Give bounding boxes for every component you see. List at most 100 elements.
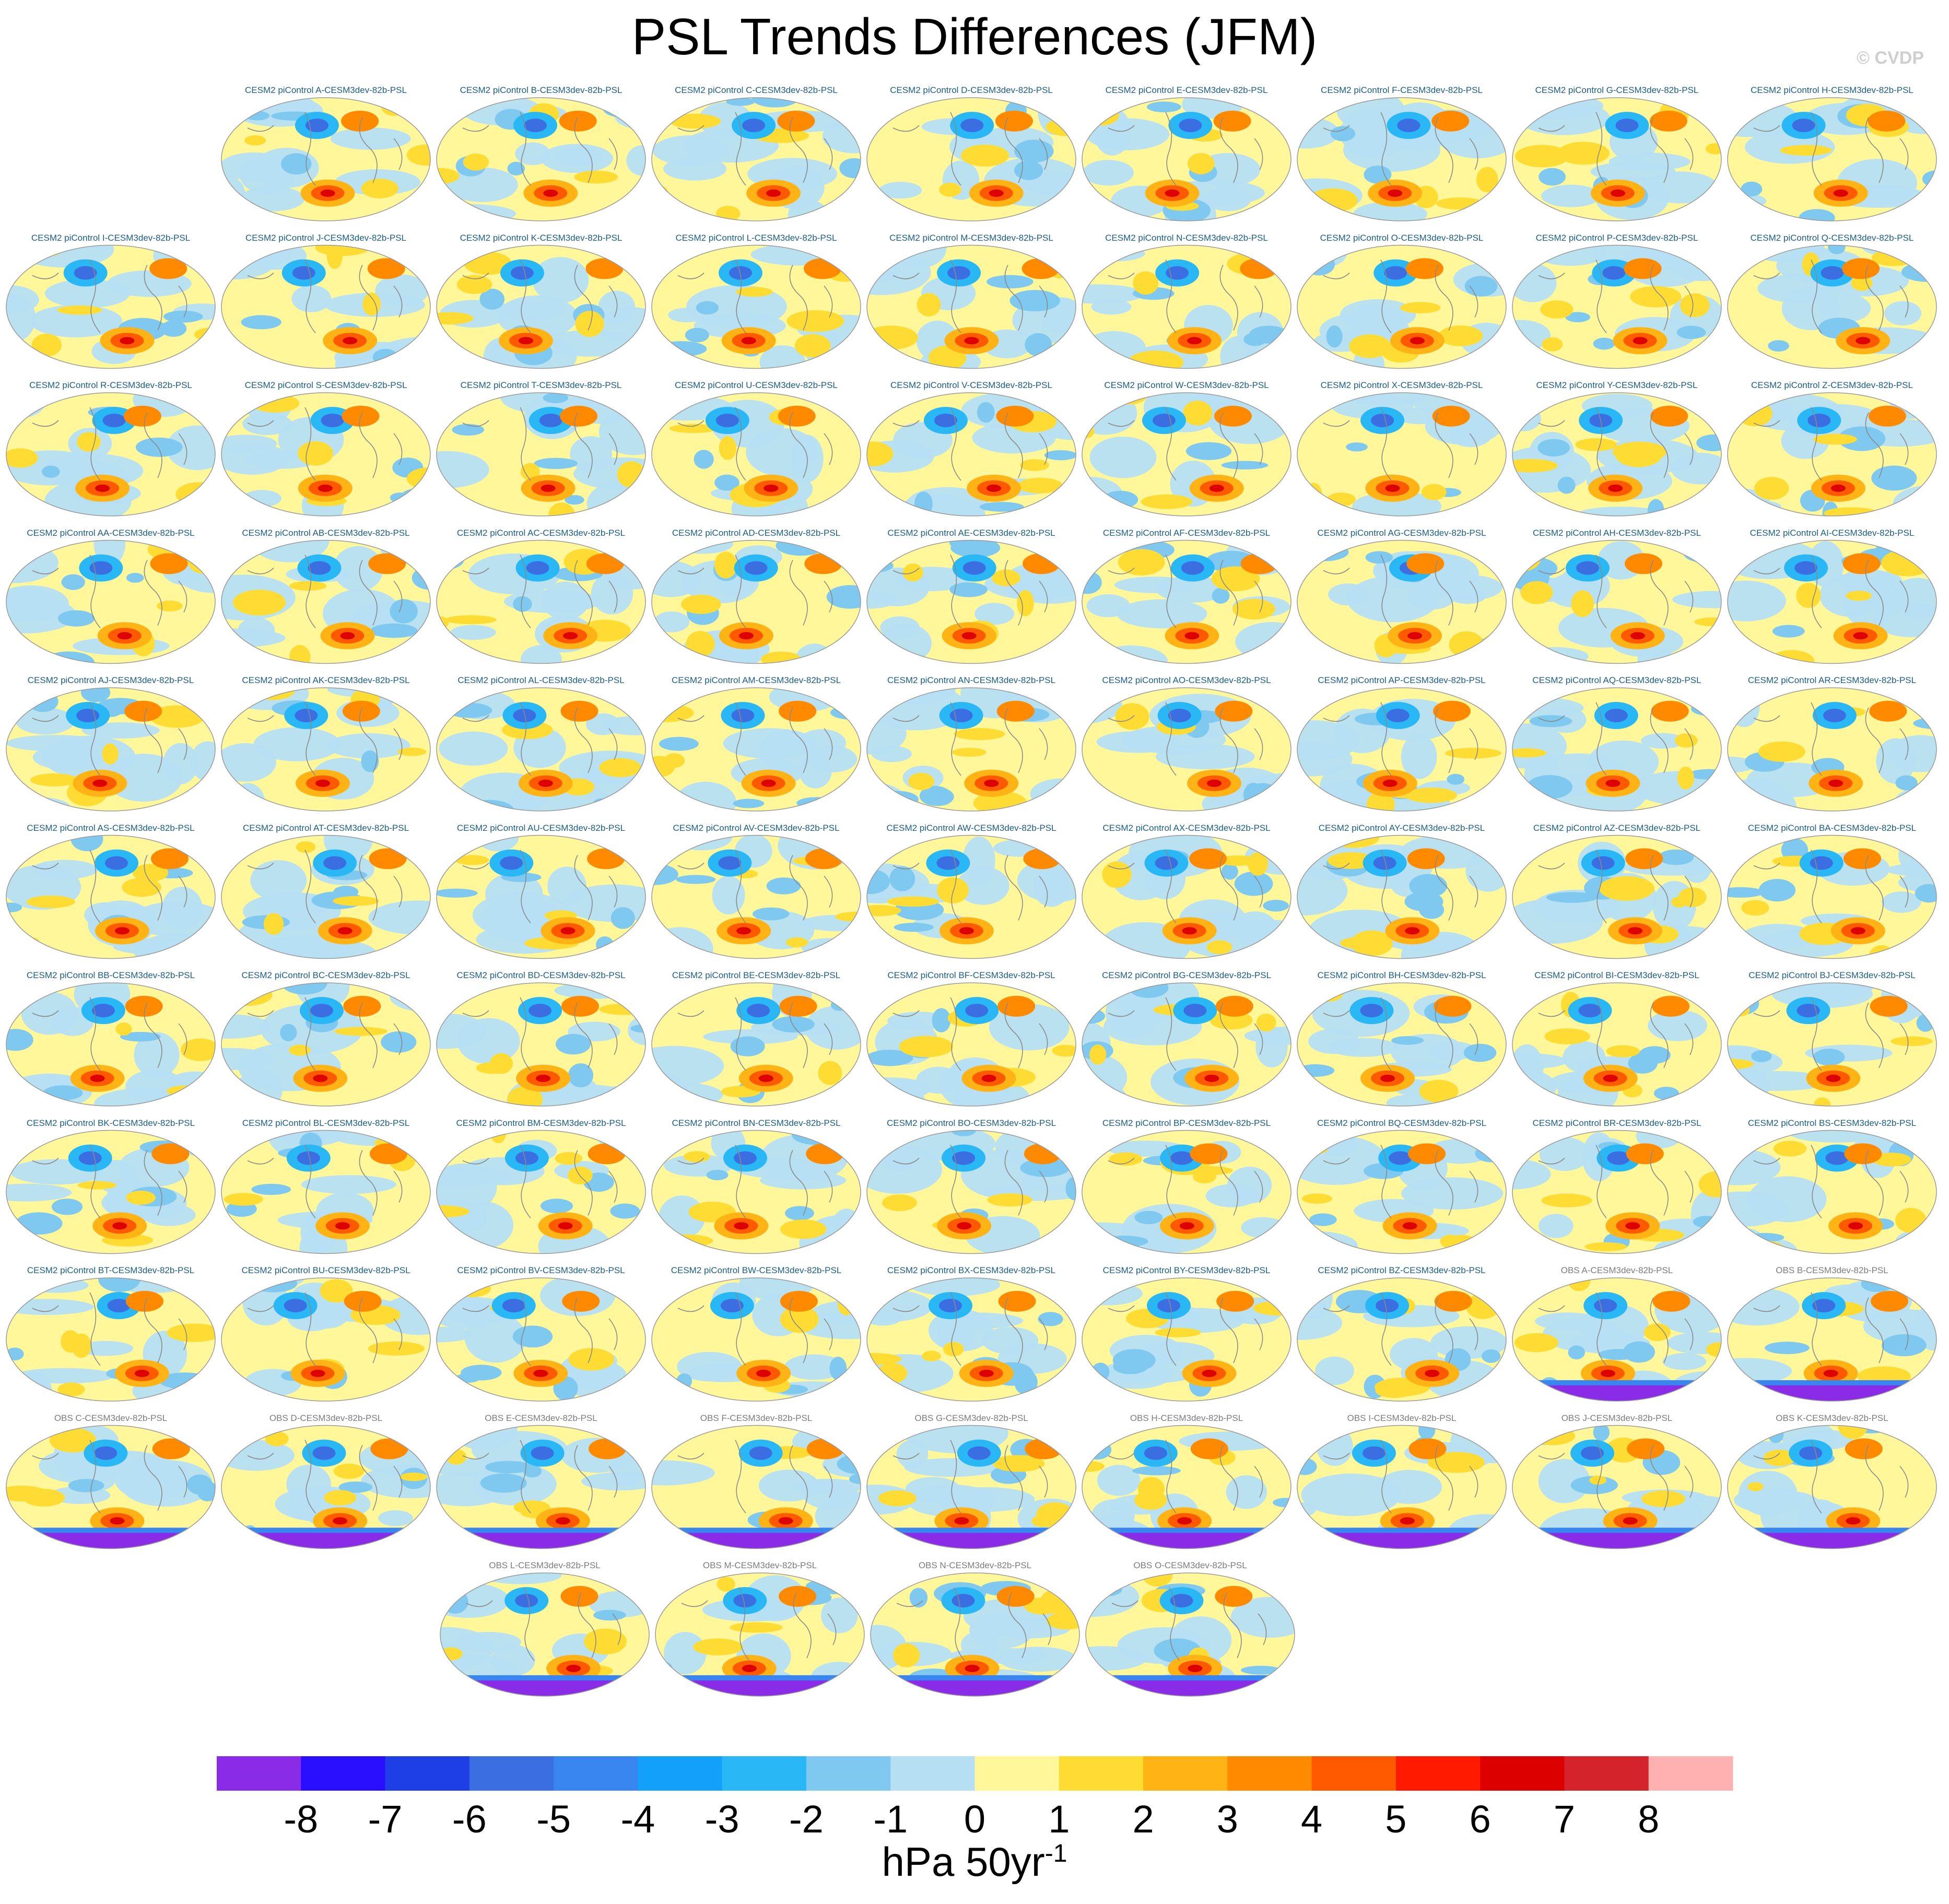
panel-label: OBS I-CESM3dev-82b-PSL (1347, 1413, 1457, 1423)
map-panel (1082, 540, 1291, 664)
map-panel-outline (436, 244, 646, 369)
panel-label: CESM2 piControl BI-CESM3dev-82b-PSL (1534, 970, 1699, 980)
map-panel-outline (1512, 982, 1722, 1107)
map-panel (867, 1130, 1076, 1254)
map-panel-outline (866, 982, 1076, 1107)
map-panel (1297, 393, 1506, 516)
panel-label: CESM2 piControl BT-CESM3dev-82b-PSL (27, 1265, 195, 1275)
panel-label: OBS D-CESM3dev-82b-PSL (269, 1413, 383, 1423)
map-panel-outline (436, 1425, 646, 1549)
colorbar-tick-label: 4 (1301, 1797, 1322, 1841)
map-panel-outline (1727, 687, 1937, 812)
map-panel-outline (1727, 982, 1937, 1107)
map-panel (1512, 540, 1721, 664)
map-panel (1728, 835, 1936, 959)
panel-label: CESM2 piControl BR-CESM3dev-82b-PSL (1532, 1118, 1701, 1128)
map-panel (867, 835, 1076, 959)
colorbar-tick-label: 1 (1048, 1797, 1070, 1841)
colorbar-tick-label: -1 (873, 1797, 908, 1841)
map-panel (221, 983, 430, 1106)
map-panel-outline (1727, 539, 1937, 664)
panel-label: CESM2 piControl AT-CESM3dev-82b-PSL (242, 822, 409, 833)
panel-label: CESM2 piControl Y-CESM3dev-82b-PSL (1536, 380, 1698, 390)
map-panel (440, 1573, 649, 1696)
map-panel (1082, 1130, 1291, 1254)
panel-label: CESM2 piControl AL-CESM3dev-82b-PSL (457, 675, 625, 685)
map-panel (437, 1130, 645, 1254)
chart-title: PSL Trends Differences (JFM) (631, 8, 1318, 65)
map-panel (221, 835, 430, 959)
map-panel (655, 1573, 864, 1696)
colorbar-tick-label: -4 (620, 1797, 655, 1841)
map-panel-outline (1082, 539, 1291, 664)
map-panel-outline (651, 982, 861, 1107)
panel-label: CESM2 piControl L-CESM3dev-82b-PSL (675, 232, 837, 243)
map-panel-outline (6, 1425, 216, 1549)
panel-label: CESM2 piControl AW-CESM3dev-82b-PSL (886, 822, 1056, 833)
map-panel-outline (221, 539, 431, 664)
colorbar-tick-label: 8 (1638, 1797, 1659, 1841)
map-panel (652, 540, 861, 664)
map-panel-outline (1512, 392, 1722, 516)
panel-label: CESM2 piControl BL-CESM3dev-82b-PSL (242, 1118, 410, 1128)
panel-label: CESM2 piControl X-CESM3dev-82b-PSL (1320, 380, 1483, 390)
map-panel-outline (866, 244, 1076, 369)
map-panel-outline (1297, 835, 1507, 959)
map-panel-outline (436, 1130, 646, 1254)
map-panel-outline (436, 97, 646, 221)
panel-label: CESM2 piControl AR-CESM3dev-82b-PSL (1747, 675, 1917, 685)
panel-label: CESM2 piControl BB-CESM3dev-82b-PSL (26, 970, 195, 980)
colorbar-tick-label: 5 (1385, 1797, 1406, 1841)
panel-label: CESM2 piControl AS-CESM3dev-82b-PSL (27, 822, 195, 833)
map-panel (221, 393, 430, 516)
map-panel-outline (221, 1130, 431, 1254)
panel-label: CESM2 piControl AA-CESM3dev-82b-PSL (27, 527, 195, 538)
panel-label: CESM2 piControl BC-CESM3dev-82b-PSL (241, 970, 410, 980)
map-panel (6, 688, 215, 811)
panel-label: CESM2 piControl BW-CESM3dev-82b-PSL (671, 1265, 842, 1275)
map-panel-outline (1727, 97, 1937, 221)
map-panel-outline (436, 392, 646, 516)
map-panel (1082, 245, 1291, 369)
map-panel (6, 393, 215, 516)
colorbar-tick-label: 3 (1217, 1797, 1238, 1841)
panel-label: CESM2 piControl V-CESM3dev-82b-PSL (890, 380, 1052, 390)
map-panel (221, 98, 430, 221)
map-panel (1512, 245, 1721, 369)
colorbar-tick-label: 0 (964, 1797, 985, 1841)
map-panel-outline (1727, 244, 1937, 369)
map-panel-outline (1082, 97, 1291, 221)
map-panel-outline (1512, 97, 1722, 221)
colorbar-units: hPa 50yr-1 (0, 1838, 1949, 1886)
map-panel (867, 1278, 1076, 1401)
map-panel-outline (655, 1572, 865, 1697)
map-panel (1512, 98, 1721, 221)
map-panel-outline (221, 687, 431, 812)
map-panel-outline (870, 1572, 1080, 1697)
map-panel (437, 1425, 645, 1549)
map-panel (652, 688, 861, 811)
map-panel (1297, 1130, 1506, 1254)
units-main: hPa 50yr (882, 1839, 1045, 1885)
panel-label: CESM2 piControl AZ-CESM3dev-82b-PSL (1533, 822, 1701, 833)
panel-label: CESM2 piControl BK-CESM3dev-82b-PSL (26, 1118, 195, 1128)
cvdp-credit: © CVDP (1857, 48, 1924, 68)
panel-label: OBS L-CESM3dev-82b-PSL (489, 1560, 601, 1570)
map-panel (221, 688, 430, 811)
panel-label: CESM2 piControl AU-CESM3dev-82b-PSL (456, 822, 626, 833)
panel-label: CESM2 piControl J-CESM3dev-82b-PSL (245, 232, 406, 243)
panel-label: CESM2 piControl AG-CESM3dev-82b-PSL (1317, 527, 1486, 538)
map-panel (867, 983, 1076, 1106)
map-panel-outline (866, 1130, 1076, 1254)
map-panel (652, 835, 861, 959)
panel-label: CESM2 piControl AO-CESM3dev-82b-PSL (1102, 675, 1271, 685)
colorbar-tick-label: -6 (452, 1797, 487, 1841)
panel-label: CESM2 piControl Q-CESM3dev-82b-PSL (1750, 232, 1914, 243)
map-panel (6, 983, 215, 1106)
map-panel (1512, 688, 1721, 811)
map-panel-outline (221, 1425, 431, 1549)
map-panel-outline (1512, 1130, 1722, 1254)
map-panel-outline (436, 687, 646, 812)
panel-label: CESM2 piControl BG-CESM3dev-82b-PSL (1101, 970, 1272, 980)
map-panel-outline (651, 1425, 861, 1549)
